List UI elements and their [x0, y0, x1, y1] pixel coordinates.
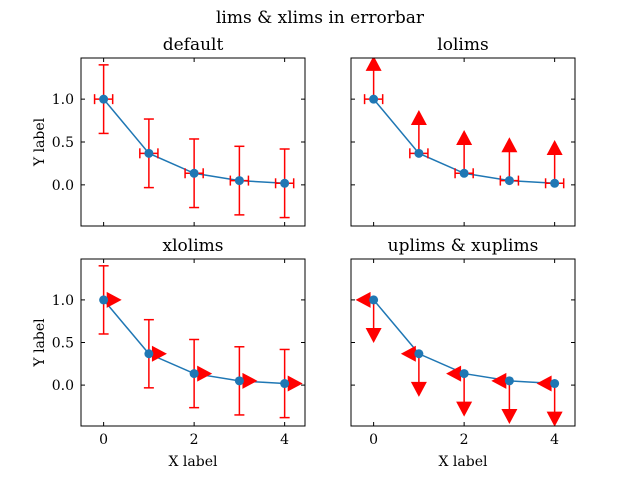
x-tick-label: 2 — [460, 432, 469, 448]
subplot-0: default 1.0 0.5 0.0Y label — [32, 35, 306, 227]
data-point — [144, 148, 154, 158]
data-point — [504, 176, 514, 186]
subplot-title: default — [163, 35, 224, 55]
data-point — [504, 376, 514, 386]
x-uplim-arrow — [536, 375, 552, 392]
y-tick-label: 0.5 — [52, 336, 74, 352]
x-tick-label: 2 — [190, 432, 199, 448]
y-lolim-arrow — [410, 110, 427, 126]
y-tick-label: 0.0 — [52, 178, 74, 194]
data-point — [369, 94, 379, 104]
y-axis-label: Y label — [32, 117, 48, 167]
y-lolim-arrow — [501, 137, 518, 153]
axes-frame — [80, 57, 306, 227]
x-lolim-arrow — [287, 375, 303, 392]
x-tick-label: 4 — [550, 432, 559, 448]
data-point — [550, 178, 560, 188]
y-tick-label: 0.5 — [52, 135, 74, 151]
data-point — [189, 369, 199, 379]
y-tick-label: 0.0 — [52, 378, 74, 394]
x-tick-label: 0 — [99, 432, 108, 448]
plot-area — [98, 265, 303, 419]
plot-area — [355, 291, 563, 426]
y-tick-label: 1.0 — [52, 92, 74, 108]
subplot-title: lolims — [437, 35, 488, 55]
plot-area — [363, 58, 565, 189]
x-uplim-arrow — [491, 372, 507, 389]
plot-area — [93, 64, 295, 219]
data-point — [234, 376, 244, 386]
data-point — [550, 379, 560, 389]
data-point — [459, 168, 469, 178]
y-uplim-arrow — [546, 411, 563, 426]
axes-frame — [350, 258, 576, 427]
data-point — [99, 94, 109, 104]
axes-frame — [80, 258, 306, 427]
data-point — [414, 349, 424, 359]
x-tick-label: 4 — [280, 432, 289, 448]
data-point — [414, 148, 424, 158]
subplot-title: xlolims — [163, 236, 224, 256]
x-uplim-arrow — [400, 345, 416, 362]
data-point — [280, 379, 290, 389]
data-point — [144, 349, 154, 359]
x-axis-label: X label — [169, 454, 218, 470]
x-lolim-arrow — [197, 365, 213, 382]
y-lolim-arrow — [365, 58, 382, 71]
data-point — [280, 178, 290, 188]
x-lolim-arrow — [106, 291, 122, 308]
data-point — [234, 176, 244, 186]
x-uplim-arrow — [446, 365, 462, 382]
figure-suptitle: lims & xlims in errorbar — [216, 8, 425, 28]
subplot-title: uplims & xuplims — [388, 236, 539, 256]
x-axis-label: X label — [439, 454, 488, 470]
subplot-2: xlolims 0 2 4 1.0 0.5 0.0 X label Y label — [32, 236, 306, 470]
x-tick-label: 0 — [369, 432, 378, 448]
data-point — [189, 168, 199, 178]
data-point — [459, 369, 469, 379]
y-uplim-arrow — [456, 401, 473, 417]
y-tick-label: 1.0 — [52, 293, 74, 309]
y-uplim-arrow — [501, 408, 518, 424]
y-uplim-arrow — [365, 327, 382, 343]
subplot-1: lolims — [350, 35, 576, 227]
y-lolim-arrow — [546, 140, 563, 156]
data-point — [99, 295, 109, 305]
x-uplim-arrow — [355, 291, 371, 308]
x-lolim-arrow — [242, 372, 258, 389]
y-axis-label: Y label — [32, 318, 48, 368]
y-lolim-arrow — [456, 129, 473, 145]
axes-frame — [350, 57, 576, 227]
y-uplim-arrow — [410, 381, 427, 397]
x-lolim-arrow — [151, 345, 167, 362]
subplot-3: uplims & xuplims 0 2 4 X label — [350, 236, 576, 470]
data-point — [369, 295, 379, 305]
